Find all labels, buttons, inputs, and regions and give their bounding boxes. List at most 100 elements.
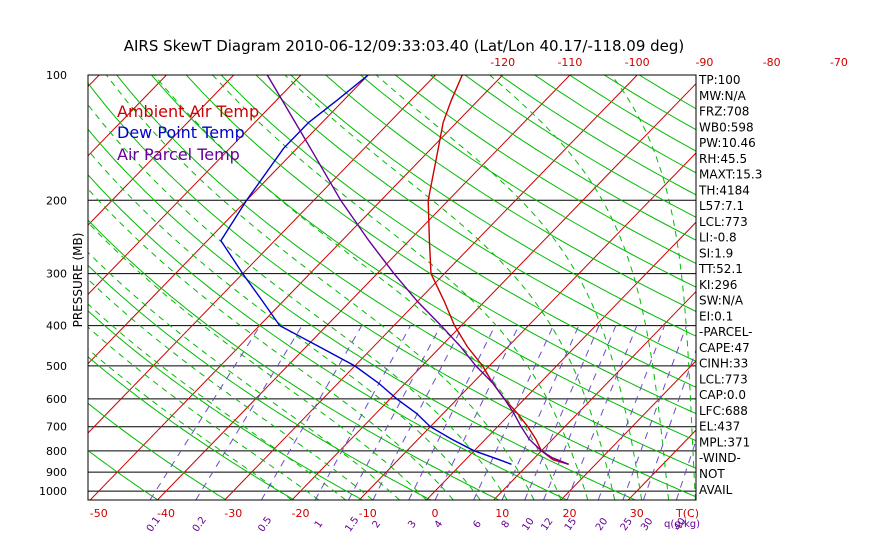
pressure-tick-label: 100 <box>46 69 67 82</box>
grid-layer <box>0 75 870 500</box>
mixing-ratio-line <box>434 325 520 500</box>
index-label: KI:296 <box>699 278 737 292</box>
dry-adiabat-line <box>88 402 227 500</box>
mixing-ratio-line <box>195 325 303 500</box>
index-label: CINH:33 <box>699 357 748 371</box>
isotherm-line <box>291 82 696 500</box>
mixing-ratio-line <box>408 325 496 500</box>
mixing-ratio-tick-label: 4 <box>433 519 446 531</box>
chart-title: AIRS SkewT Diagram 2010-06-12/09:33:03.4… <box>124 37 685 55</box>
mixing-ratio-line <box>372 325 464 500</box>
dry-adiabat-line <box>151 75 696 442</box>
moist-adiabat-line <box>106 75 535 500</box>
index-label: MW:N/A <box>699 89 747 103</box>
mixing-ratio-line <box>543 325 617 500</box>
mixing-ratio-line <box>566 325 638 500</box>
index-label: TP:100 <box>698 73 741 87</box>
dry-adiabat-line <box>255 75 696 362</box>
isotherm-line <box>157 75 571 500</box>
moist-adiabat-line <box>88 348 293 500</box>
index-label: WB0:598 <box>699 120 754 134</box>
pressure-tick-label: 900 <box>46 466 67 479</box>
pressure-tick-label: 1000 <box>39 485 67 498</box>
mixing-ratio-tick-label: 3 <box>406 519 419 531</box>
legend-air-parcel-temp: Air Parcel Temp <box>117 145 240 164</box>
dry-adiabat-line <box>88 449 159 500</box>
mixing-ratio-line <box>642 348 696 500</box>
mixing-ratio-tick-label: 12 <box>539 516 555 533</box>
isotherm-line <box>88 75 369 365</box>
mixing-ratio-line <box>501 325 580 500</box>
mixing-ratio-tick-label: 10 <box>520 516 536 533</box>
index-label: LI:-0.8 <box>699 231 737 245</box>
index-label: MPL:371 <box>699 435 750 449</box>
mixing-ratio-line <box>149 325 261 500</box>
temp-top-tick-label: -70 <box>830 56 848 69</box>
isotherm-line <box>88 75 235 226</box>
moist-adiabat-line <box>88 326 320 500</box>
temp-top-tick-label: -120 <box>490 56 515 69</box>
moist-adiabat-line <box>212 75 589 500</box>
plot-frame <box>87 74 697 501</box>
mixing-ratio-tick-label: 2 <box>371 519 384 531</box>
temp-bottom-tick-label: 20 <box>563 507 577 520</box>
dry-adiabat-line <box>429 75 696 241</box>
pressure-tick-label: 700 <box>46 421 67 434</box>
pressure-tick-label: 600 <box>46 393 67 406</box>
mixing-ratio-tick-label: 20 <box>594 516 610 533</box>
legend: Ambient Air Temp Dew Point Temp Air Parc… <box>117 102 259 164</box>
temp-top-tick-label: -100 <box>625 56 650 69</box>
mixing-ratio-line <box>622 325 687 500</box>
index-label: PW:10.46 <box>699 136 756 150</box>
air-parcel-temp-line <box>266 75 569 465</box>
mixing-ratio-tick-label: 6 <box>471 519 484 531</box>
dry-adiabat-line <box>88 356 295 500</box>
temp-bottom-tick-label: -10 <box>359 507 377 520</box>
isotherm-line <box>88 75 167 157</box>
dry-adiabat-line <box>360 75 696 288</box>
dry-adiabat-line <box>88 128 636 500</box>
isotherm-line <box>88 75 436 434</box>
legend-dew-point-temp: Dew Point Temp <box>117 123 245 142</box>
temp-top-tick-label: -80 <box>763 56 781 69</box>
isotherm-line <box>88 75 302 296</box>
isotherm-line <box>493 290 696 500</box>
mixing-ratio-line <box>597 325 666 500</box>
index-label: LCL:773 <box>699 215 748 229</box>
dry-adiabat-line <box>464 75 696 218</box>
index-label: NOT <box>699 467 725 481</box>
index-label: EI:0.1 <box>699 309 733 323</box>
pressure-tick-label: 400 <box>46 320 67 333</box>
mixing-ratio-unit-label: q(g/kg) <box>664 519 700 530</box>
temp-bottom-tick-label: 30 <box>630 507 644 520</box>
mixing-ratio-line <box>348 325 442 500</box>
moist-adiabat-line <box>88 278 373 500</box>
pressure-tick-label: 300 <box>46 268 67 281</box>
temperature-unit-label: T(C) <box>675 507 699 520</box>
moist-adiabat-line <box>88 303 347 500</box>
isotherm-line <box>0 75 32 500</box>
moist-adiabat-line <box>88 251 400 500</box>
temp-top-tick-label: -110 <box>557 56 582 69</box>
isotherm-line <box>89 75 504 500</box>
dry-adiabat-line <box>88 264 431 500</box>
dry-adiabat-line <box>88 174 568 500</box>
temp-bottom-tick-label: -30 <box>224 507 242 520</box>
moist-adiabat-line <box>284 75 616 500</box>
index-label: MAXT:15.3 <box>699 168 762 182</box>
mixing-ratio-tick-label: 0.5 <box>256 515 274 534</box>
moist-adiabat-line <box>153 75 562 500</box>
index-label: TH:4184 <box>698 183 750 197</box>
dry-adiabat-line <box>325 75 696 313</box>
dry-adiabat-line <box>394 75 696 265</box>
temp-bottom-tick-label: -50 <box>90 507 108 520</box>
temp-bottom-tick-label: -20 <box>292 507 310 520</box>
isotherm-line <box>763 75 870 500</box>
mixing-ratio-tick-label: 8 <box>500 519 513 531</box>
dry-adiabat-line <box>220 75 696 388</box>
index-label: AVAIL <box>699 483 733 497</box>
index-label: CAPE:47 <box>699 341 750 355</box>
dew-point-temp-line <box>220 75 512 465</box>
moist-adiabat-line <box>375 75 643 500</box>
series-layer <box>220 75 569 465</box>
